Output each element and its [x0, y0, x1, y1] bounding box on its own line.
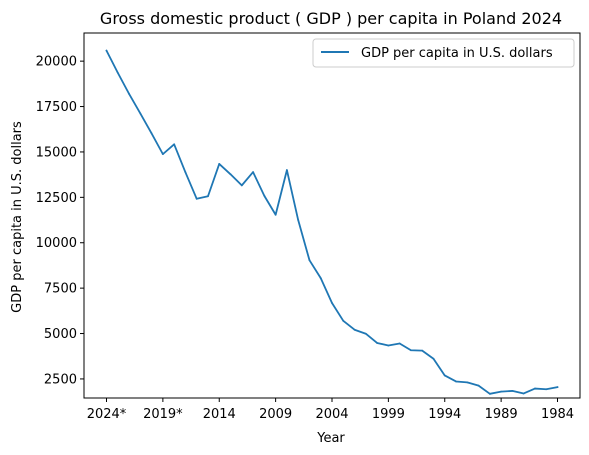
x-tick-label: 1989 — [485, 407, 518, 422]
x-tick-label: 1999 — [372, 407, 405, 422]
data-point — [364, 332, 367, 335]
data-point — [443, 374, 446, 377]
data-point — [240, 184, 243, 187]
data-point — [161, 153, 164, 156]
data-point — [477, 384, 480, 387]
data-point — [308, 259, 311, 262]
x-axis-label: Year — [316, 431, 345, 446]
data-point — [173, 143, 176, 146]
data-point — [116, 71, 119, 74]
legend: GDP per capita in U.S. dollars — [312, 38, 575, 68]
data-point — [488, 392, 491, 395]
data-point — [455, 380, 457, 383]
data-point — [522, 392, 525, 395]
data-point — [286, 169, 288, 172]
data-point — [432, 357, 435, 360]
data-point — [398, 342, 401, 345]
data-point — [263, 194, 266, 197]
data-point — [229, 173, 232, 176]
y-axis-label: GDP per capita in U.S. dollars — [10, 121, 25, 313]
data-point — [128, 92, 130, 95]
data-point — [319, 277, 322, 280]
x-tick-label: 2019* — [143, 407, 183, 422]
data-point — [195, 197, 198, 200]
data-point — [105, 49, 108, 52]
data-point — [150, 132, 153, 135]
data-point — [274, 213, 277, 216]
y-tick-label: 17500 — [36, 100, 77, 115]
data-point — [353, 328, 356, 331]
plot-area-frame — [83, 32, 581, 399]
x-tick-label: 2009 — [259, 407, 292, 422]
x-tick-label: 2024* — [87, 407, 127, 422]
x-tick-label: 2014 — [203, 407, 236, 422]
data-point — [331, 302, 333, 304]
chart-title: Gross domestic product ( GDP ) per capit… — [100, 9, 562, 28]
y-tick-label: 10000 — [36, 236, 77, 251]
data-point — [207, 195, 209, 198]
data-point — [387, 344, 390, 347]
legend-box — [312, 38, 575, 68]
data-point — [218, 163, 221, 165]
data-point — [534, 387, 536, 390]
legend-label: GDP per capita in U.S. dollars — [361, 46, 553, 61]
data-point — [556, 386, 559, 388]
y-tick-label: 20000 — [36, 55, 77, 70]
data-point — [421, 349, 424, 352]
y-tick-label: 12500 — [36, 191, 77, 206]
y-tick-label: 15000 — [36, 145, 77, 160]
series-line-0 — [105, 49, 559, 395]
x-tick-label: 1984 — [541, 407, 574, 422]
data-point — [342, 319, 345, 322]
data-point — [252, 171, 254, 174]
y-tick-label: 2500 — [44, 372, 77, 387]
x-tick-label: 2004 — [315, 407, 348, 422]
data-point — [297, 219, 300, 221]
y-tick-label: 7500 — [44, 282, 77, 297]
data-point — [466, 381, 469, 384]
data-point — [184, 171, 187, 174]
x-tick-label: 1994 — [428, 407, 461, 422]
data-point — [410, 349, 412, 352]
data-point — [376, 342, 378, 344]
data-point — [500, 390, 503, 393]
data-point — [545, 388, 548, 391]
data-point — [511, 390, 514, 392]
data-point — [139, 112, 142, 115]
y-tick-label: 5000 — [44, 327, 77, 342]
